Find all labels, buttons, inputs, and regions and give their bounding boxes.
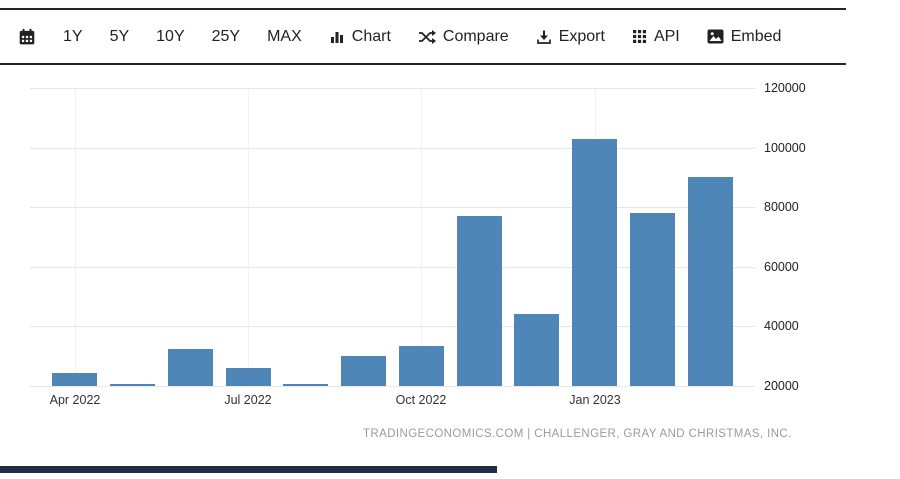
range-10y-label: 10Y	[156, 27, 185, 45]
x-axis-tick-label: Jan 2023	[569, 393, 621, 407]
calendar-icon	[18, 28, 36, 46]
bar-apr-2022	[52, 373, 97, 386]
range-25y-label: 25Y	[211, 27, 241, 45]
download-icon	[536, 29, 552, 45]
chart-toolbar: 1Y 5Y 10Y 25Y MAX Chart	[0, 8, 846, 65]
y-axis-tick-label: 80000	[764, 200, 799, 214]
embed-button[interactable]: Embed	[707, 27, 782, 46]
grid-icon	[632, 29, 647, 44]
x-axis-tick-label: Jul 2022	[224, 393, 272, 407]
export-button[interactable]: Export	[536, 28, 605, 46]
y-axis-tick-label: 100000	[764, 141, 806, 155]
bar-sep-2022	[341, 356, 386, 386]
bar-oct-2022	[399, 346, 444, 386]
y-axis-tick-label: 60000	[764, 260, 799, 274]
range-1y-label: 1Y	[63, 27, 83, 45]
range-max-label: MAX	[267, 27, 302, 45]
bar-nov-2022	[457, 216, 502, 386]
gridline-horizontal	[30, 148, 755, 149]
api-label: API	[653, 27, 680, 45]
watermark: TRADINGECONOMICS.COM | CHALLENGER, GRAY …	[363, 428, 792, 440]
gridline-vertical	[75, 88, 76, 386]
gridline-vertical	[421, 88, 422, 386]
gridline-horizontal	[30, 267, 755, 268]
gridline-horizontal	[30, 386, 755, 387]
range-1y-button[interactable]: 1Y	[63, 28, 83, 46]
gridline-horizontal	[30, 326, 755, 327]
y-axis: 20000 40000 60000 80000 100000 120000	[764, 81, 834, 393]
range-max-button[interactable]: MAX	[267, 28, 302, 46]
x-axis-tick-label: Apr 2022	[49, 393, 101, 407]
range-10y-button[interactable]: 10Y	[156, 28, 184, 46]
chart-type-label: Chart	[351, 27, 391, 45]
bar-jan-2023	[572, 139, 617, 386]
compare-button[interactable]: Compare	[418, 28, 509, 46]
shuffle-icon	[418, 29, 436, 45]
y-axis-tick-label: 40000	[764, 319, 799, 333]
bottom-navy-strip	[0, 466, 497, 473]
y-axis-tick-label: 20000	[764, 379, 799, 393]
image-icon	[707, 29, 724, 44]
bar-may-2022	[110, 384, 155, 386]
embed-label: Embed	[730, 27, 782, 45]
bar-feb-2023	[630, 213, 675, 386]
gridline-horizontal	[30, 207, 755, 208]
export-label: Export	[558, 27, 605, 45]
bar-mar-2023	[688, 177, 733, 386]
gridline-horizontal	[30, 88, 755, 89]
x-axis-tick-label: Oct 2022	[395, 393, 447, 407]
plot-area	[30, 88, 755, 387]
bar-chart-icon	[329, 29, 345, 45]
y-axis-tick-label: 120000	[764, 81, 806, 95]
chart-type-button[interactable]: Chart	[329, 28, 391, 46]
bar-jul-2022	[226, 368, 271, 386]
range-5y-button[interactable]: 5Y	[110, 28, 130, 46]
bar-dec-2022	[514, 314, 559, 386]
range-5y-label: 5Y	[109, 27, 130, 45]
bar-jun-2022	[168, 349, 213, 386]
calendar-button[interactable]	[18, 28, 36, 46]
gridline-vertical	[248, 88, 249, 386]
api-button[interactable]: API	[632, 28, 680, 46]
bar-aug-2022	[283, 384, 328, 386]
compare-label: Compare	[442, 27, 509, 45]
x-axis: Apr 2022 Jul 2022 Oct 2022 Jan 2023	[30, 393, 755, 411]
range-25y-button[interactable]: 25Y	[212, 28, 240, 46]
